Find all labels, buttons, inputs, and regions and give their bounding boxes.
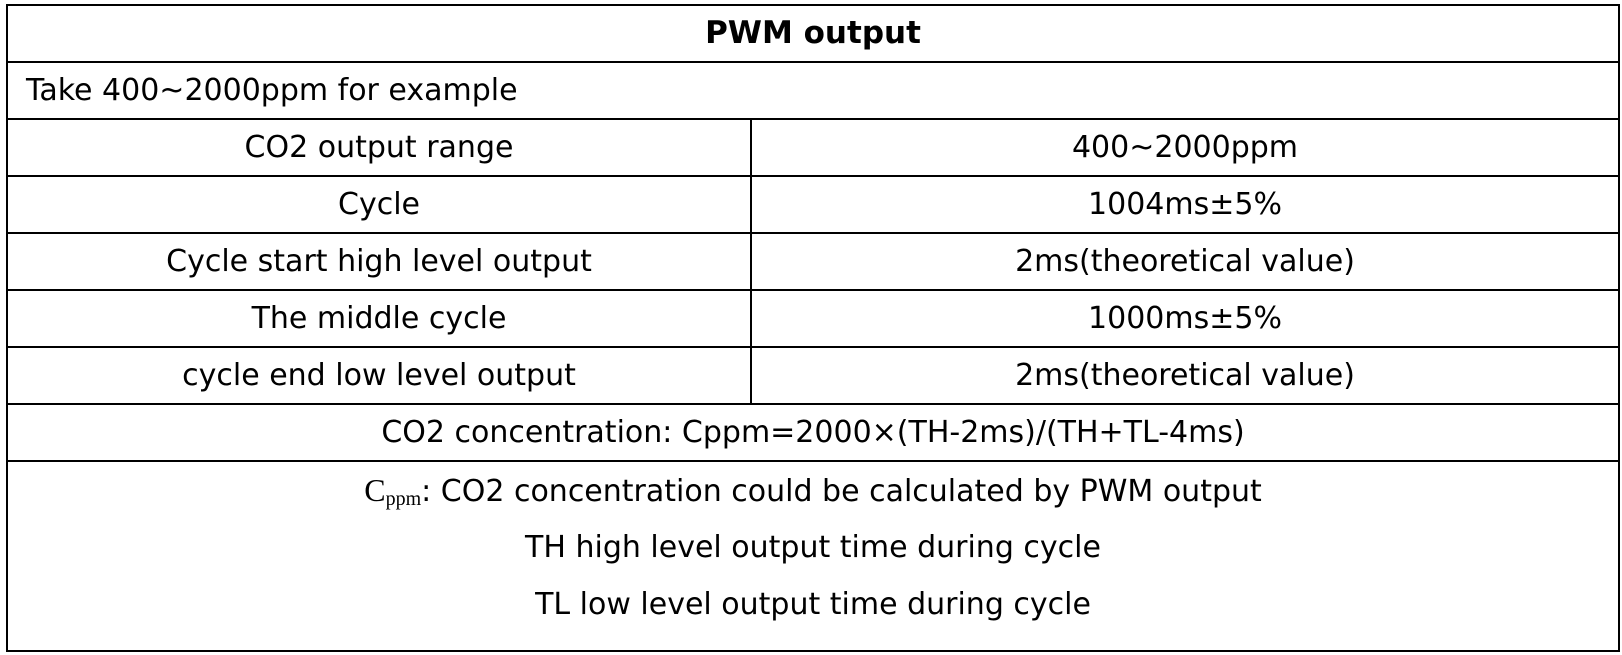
row-value: 1004ms±5% xyxy=(750,175,1620,234)
row-label: The middle cycle xyxy=(6,289,752,348)
row-label: cycle end low level output xyxy=(6,346,752,405)
row-value: 2ms(theoretical value) xyxy=(750,346,1620,405)
notes-row: Cppm: CO2 concentration could be calcula… xyxy=(6,460,1620,652)
row-label: Cycle start high level output xyxy=(6,232,752,291)
row-value: 2ms(theoretical value) xyxy=(750,232,1620,291)
table-row: Cycle start high level output 2ms(theore… xyxy=(6,232,1620,291)
row-label: Cycle xyxy=(6,175,752,234)
table-row: CO2 output range 400~2000ppm xyxy=(6,118,1620,177)
pwm-output-table: PWM output Take 400~2000ppm for example … xyxy=(6,4,1620,652)
note-th: TH high level output time during cycle xyxy=(525,530,1101,565)
note-tl: TL low level output time during cycle xyxy=(535,587,1091,622)
table-subtitle: Take 400~2000ppm for example xyxy=(6,61,1620,120)
row-value: 1000ms±5% xyxy=(750,289,1620,348)
cppm-description: : CO2 concentration could be calculated … xyxy=(421,474,1262,509)
table-title-row: PWM output xyxy=(6,4,1620,63)
table-row: The middle cycle 1000ms±5% xyxy=(6,289,1620,348)
table-title: PWM output xyxy=(6,4,1620,63)
row-label: CO2 output range xyxy=(6,118,752,177)
table-subtitle-row: Take 400~2000ppm for example xyxy=(6,61,1620,120)
formula-row: CO2 concentration: Cppm=2000×(TH-2ms)/(T… xyxy=(6,403,1620,462)
cppm-symbol-sub: ppm xyxy=(385,488,422,510)
row-value: 400~2000ppm xyxy=(750,118,1620,177)
table-row: Cycle 1004ms±5% xyxy=(6,175,1620,234)
notes-cell: Cppm: CO2 concentration could be calcula… xyxy=(6,460,1620,652)
cppm-symbol-main: C xyxy=(364,472,386,508)
formula-text: CO2 concentration: Cppm=2000×(TH-2ms)/(T… xyxy=(6,403,1620,462)
note-cppm: Cppm: CO2 concentration could be calcula… xyxy=(8,462,1618,519)
cppm-symbol: Cppm xyxy=(364,472,422,510)
table-row: cycle end low level output 2ms(theoretic… xyxy=(6,346,1620,405)
